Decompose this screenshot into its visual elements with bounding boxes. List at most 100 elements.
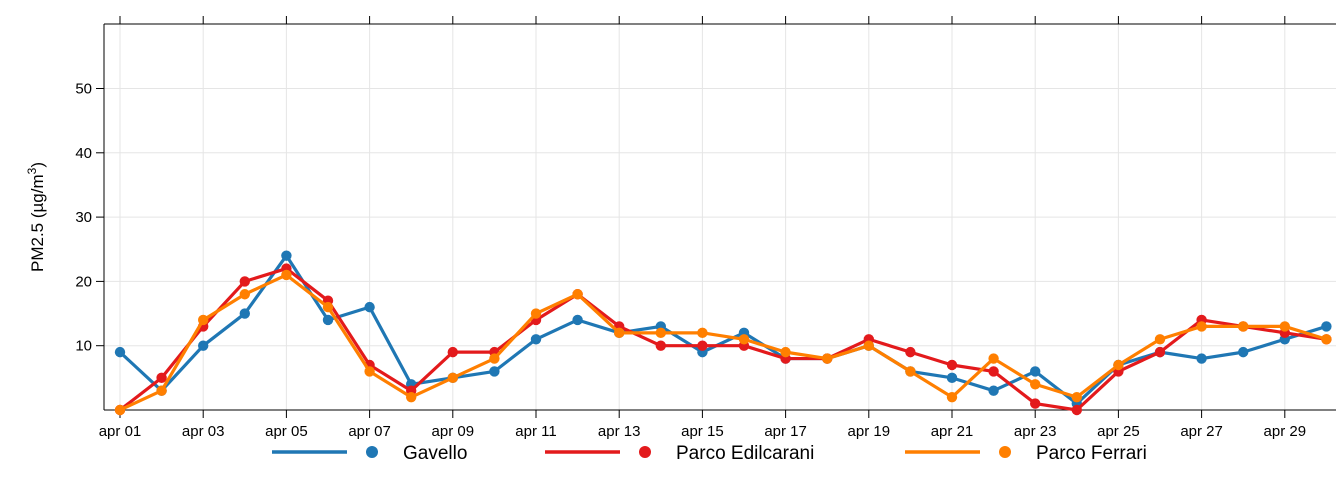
series-0 (114, 250, 1332, 409)
data-point (489, 353, 500, 364)
x-tick-label: apr 25 (1097, 423, 1140, 440)
data-point (655, 340, 666, 351)
data-point (281, 250, 292, 261)
x-ticks: apr 01 apr 03 apr 05 apr 07 apr 09 apr 11 apr … (99, 16, 1306, 440)
x-tick-label: apr 13 (598, 423, 641, 440)
data-point (905, 346, 916, 358)
data-point (572, 314, 583, 326)
data-point (780, 346, 791, 358)
data-point (822, 353, 833, 364)
data-point (1196, 353, 1207, 364)
y-tick-label: 10 (75, 338, 92, 355)
x-tick-label: apr 17 (764, 423, 807, 440)
data-point (156, 385, 167, 396)
data-point (1030, 398, 1041, 409)
data-point (239, 308, 250, 319)
data-point (1238, 346, 1249, 358)
data-point (1030, 379, 1041, 390)
data-point (489, 366, 500, 377)
data-point (1030, 366, 1041, 377)
data-point (946, 359, 958, 371)
y-tick-label: 50 (75, 81, 92, 98)
data-point (614, 327, 625, 339)
legend-point-swatch (639, 446, 651, 458)
data-point (198, 340, 209, 351)
series-line (118, 266, 1329, 412)
data-point (946, 391, 958, 403)
x-tick-label: apr 03 (182, 423, 225, 440)
data-point (697, 327, 708, 339)
data-point (530, 308, 542, 319)
data-point (738, 334, 750, 345)
data-point (1238, 321, 1249, 332)
data-point (697, 340, 708, 351)
data-point (946, 372, 958, 384)
data-point (281, 269, 292, 281)
y-ticks: 10 20 30 40 50 (75, 81, 104, 355)
data-point (447, 346, 458, 358)
x-tick-label: apr 01 (99, 423, 142, 440)
legend-item: Parco Ferrari (905, 443, 1147, 464)
data-point (156, 372, 167, 384)
y-axis-title-base: PM2.5 (µg/m (28, 174, 47, 272)
data-point (114, 346, 126, 358)
legend-point-swatch (366, 446, 378, 458)
data-point (322, 301, 334, 313)
series-line (118, 273, 1329, 412)
y-axis-title-sup: 3 (25, 167, 39, 174)
x-tick-label: apr 11 (515, 423, 556, 440)
data-point (364, 301, 375, 313)
data-point (1196, 321, 1207, 332)
x-tick-label: apr 05 (265, 423, 308, 440)
data-point (988, 366, 999, 377)
y-tick-label: 30 (75, 209, 92, 226)
series (114, 250, 1332, 416)
legend-label: Parco Edilcarani (676, 443, 814, 464)
data-point (447, 372, 458, 384)
data-point (1321, 321, 1332, 332)
data-point (905, 366, 916, 377)
series-2 (114, 269, 1332, 416)
grid-lines (104, 24, 1336, 410)
series-line (118, 254, 1329, 406)
x-tick-label: apr 09 (432, 423, 475, 440)
x-tick-label: apr 19 (848, 423, 891, 440)
data-point (1071, 404, 1083, 416)
data-point (406, 391, 417, 403)
data-point (1321, 334, 1332, 345)
legend-point-swatch (999, 446, 1011, 458)
series-1 (114, 263, 1332, 416)
data-point (364, 366, 375, 377)
legend-label: Gavello (403, 443, 467, 464)
x-tick-label: apr 21 (931, 423, 974, 440)
y-tick-label: 40 (75, 145, 92, 162)
data-point (988, 353, 999, 364)
data-point (655, 327, 666, 339)
data-point (863, 340, 874, 351)
data-point (988, 385, 999, 396)
x-tick-label: apr 27 (1180, 423, 1223, 440)
data-point (198, 314, 209, 326)
y-tick-label: 20 (75, 273, 92, 290)
data-point (1113, 359, 1124, 371)
legend-item: Parco Edilcarani (545, 443, 814, 464)
data-point (530, 334, 542, 345)
legend-item: Gavello (272, 443, 467, 464)
data-point (114, 404, 126, 416)
x-tick-label: apr 23 (1014, 423, 1057, 440)
data-point (322, 314, 334, 326)
data-point (239, 289, 250, 300)
legend-label: Parco Ferrari (1036, 443, 1147, 464)
data-point (1071, 391, 1083, 403)
data-point (1279, 321, 1291, 332)
x-tick-label: apr 07 (348, 423, 391, 440)
data-point (572, 289, 583, 300)
x-tick-label: apr 29 (1264, 423, 1307, 440)
data-point (1154, 334, 1166, 345)
data-point (1154, 346, 1166, 358)
y-axis-title-end: ) (28, 162, 47, 168)
y-axis-title: PM2.5 (µg/m3) (25, 162, 47, 272)
legend: Gavello Parco Edilcarani Parco Ferrari (272, 443, 1147, 464)
x-tick-label: apr 15 (681, 423, 724, 440)
